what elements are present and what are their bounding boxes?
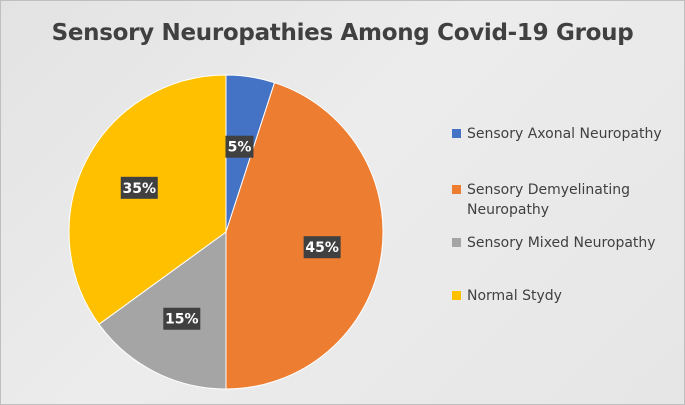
data-label-box-normal [120, 176, 158, 199]
data-label-text-normal: 35% [123, 181, 157, 197]
legend-label-normal: Normal Stydy [467, 288, 562, 304]
pie-slice-mixed [98, 231, 227, 390]
data-label-box-demyelinating [303, 236, 341, 259]
data-label-box-mixed [163, 307, 201, 330]
chart-title: Sensory Neuropathies Among Covid-19 Grou… [51, 20, 634, 46]
pie-slices [68, 74, 384, 390]
data-label-text-axonal: 5% [228, 140, 252, 156]
legend-item-normal: Normal Stydy [452, 286, 672, 306]
legend-swatch-normal [452, 291, 461, 300]
legend-label-mixed: Sensory Mixed Neuropathy [467, 235, 656, 251]
legend-swatch-demyelinating [452, 185, 461, 194]
data-label-mixed: 15% [163, 307, 201, 330]
data-label-text-demyelinating: 45% [305, 240, 339, 256]
legend-label-axonal: Sensory Axonal Neuropathy [467, 126, 662, 142]
legend-item-axonal: Sensory Axonal Neuropathy [452, 124, 672, 144]
data-label-text-mixed: 15% [165, 312, 199, 328]
pie-slice-demyelinating [225, 82, 384, 390]
pie-slice-normal [68, 74, 227, 325]
legend-swatch-axonal [452, 129, 461, 138]
data-label-normal: 35% [120, 176, 158, 199]
data-label-box-axonal [225, 135, 254, 158]
pie-data-labels: 5% 45% 15% 35% [120, 135, 341, 330]
legend-item-demyelinating: Sensory Demyelinating Neuropathy [452, 180, 672, 220]
legend-label-demyelinating-line2: Neuropathy [467, 202, 550, 218]
legend-swatch-mixed [452, 238, 461, 247]
data-label-demyelinating: 45% [303, 236, 341, 259]
legend-label-demyelinating-line1: Sensory Demyelinating [467, 182, 631, 198]
legend-item-mixed: Sensory Mixed Neuropathy [452, 233, 672, 253]
data-label-axonal: 5% [225, 135, 254, 158]
